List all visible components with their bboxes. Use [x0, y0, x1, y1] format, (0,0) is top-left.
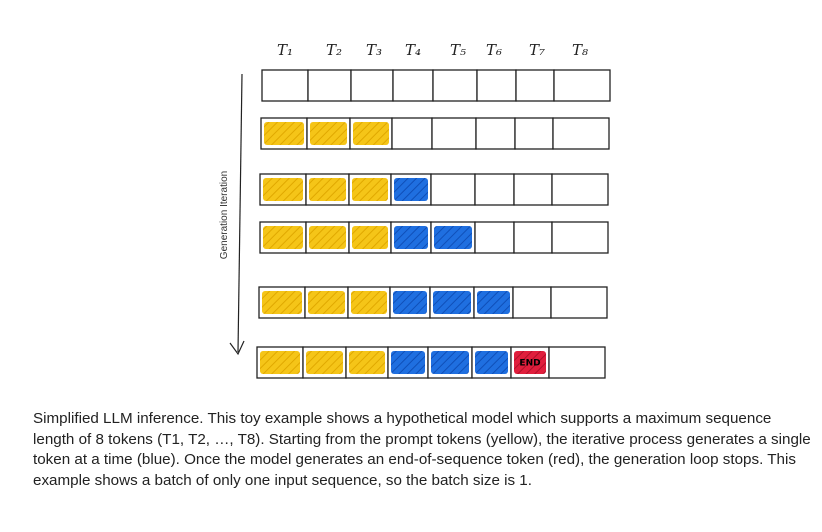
- prompt-token-fill: [349, 351, 385, 374]
- token-label: T₆: [486, 41, 502, 59]
- empty-token-cell: [515, 69, 555, 102]
- token-label: T₂: [326, 41, 342, 59]
- prompt-token-fill: [264, 122, 304, 145]
- iteration-arrow-head: [229, 340, 245, 356]
- sequence-row: [259, 221, 609, 254]
- iteration-arrow-line: [237, 73, 243, 353]
- prompt-token-fill: [352, 226, 388, 249]
- empty-token-cell: [432, 69, 478, 102]
- axis-label: Generation Iteration: [219, 171, 230, 259]
- empty-token-cell: [475, 117, 516, 150]
- prompt-token-fill: [309, 226, 346, 249]
- token-label: T₁: [277, 41, 293, 59]
- empty-token-cell: [552, 117, 610, 150]
- empty-token-cell: [513, 221, 553, 254]
- generated-token-fill: [434, 226, 472, 249]
- empty-token-cell: [514, 117, 554, 150]
- prompt-token-fill: [309, 178, 346, 201]
- prompt-token-fill: [352, 178, 388, 201]
- sequence-row: [261, 69, 611, 102]
- empty-token-cell: [551, 173, 609, 206]
- generated-token-fill: [477, 291, 510, 314]
- sequence-row: [259, 173, 609, 206]
- empty-token-cell: [307, 69, 352, 102]
- token-label: T₈: [572, 41, 588, 59]
- empty-token-cell: [513, 173, 553, 206]
- token-header: T₁ T₂ T₃ T₄ T₅ T₆ T₇ T₈: [277, 41, 588, 59]
- sequence-row: [258, 286, 608, 319]
- llm-inference-diagram: T₁ T₂ T₃ T₄ T₅ T₆ T₇ T₈ Generation Itera…: [219, 41, 611, 379]
- sequence-row: [260, 117, 610, 150]
- empty-token-cell: [350, 69, 394, 102]
- empty-token-cell: [548, 346, 606, 379]
- empty-token-cell: [261, 69, 309, 102]
- empty-token-cell: [392, 69, 434, 102]
- empty-token-cell: [512, 286, 552, 319]
- empty-token-cell: [474, 221, 515, 254]
- generated-token-fill: [475, 351, 508, 374]
- empty-token-cell: [391, 117, 433, 150]
- prompt-token-fill: [306, 351, 343, 374]
- generated-token-fill: [394, 226, 428, 249]
- prompt-token-fill: [262, 291, 302, 314]
- generated-token-fill: [431, 351, 469, 374]
- generated-token-fill: [394, 178, 428, 201]
- generated-token-fill: [391, 351, 425, 374]
- prompt-token-fill: [308, 291, 345, 314]
- prompt-token-fill: [310, 122, 347, 145]
- empty-token-cell: [476, 69, 517, 102]
- iteration-arrow: [229, 73, 245, 356]
- sequence-row: END: [256, 346, 606, 379]
- empty-token-cell: [430, 173, 476, 206]
- generated-token-fill: [393, 291, 427, 314]
- figure-caption: Simplified LLM inference. This toy examp…: [33, 410, 811, 489]
- token-label: T₅: [450, 41, 466, 59]
- empty-token-cell: [474, 173, 515, 206]
- token-grid: END: [256, 69, 611, 379]
- token-label: T₃: [366, 41, 382, 59]
- prompt-token-fill: [263, 226, 303, 249]
- prompt-token-fill: [263, 178, 303, 201]
- empty-token-cell: [550, 286, 608, 319]
- token-label: T₄: [405, 41, 421, 59]
- end-token-fill: [514, 351, 546, 374]
- prompt-token-fill: [260, 351, 300, 374]
- token-label: T₇: [529, 41, 545, 59]
- generated-token-fill: [433, 291, 471, 314]
- end-token-label: END: [519, 359, 540, 369]
- empty-token-cell: [553, 69, 611, 102]
- prompt-token-fill: [351, 291, 387, 314]
- empty-token-cell: [431, 117, 477, 150]
- prompt-token-fill: [353, 122, 389, 145]
- empty-token-cell: [551, 221, 609, 254]
